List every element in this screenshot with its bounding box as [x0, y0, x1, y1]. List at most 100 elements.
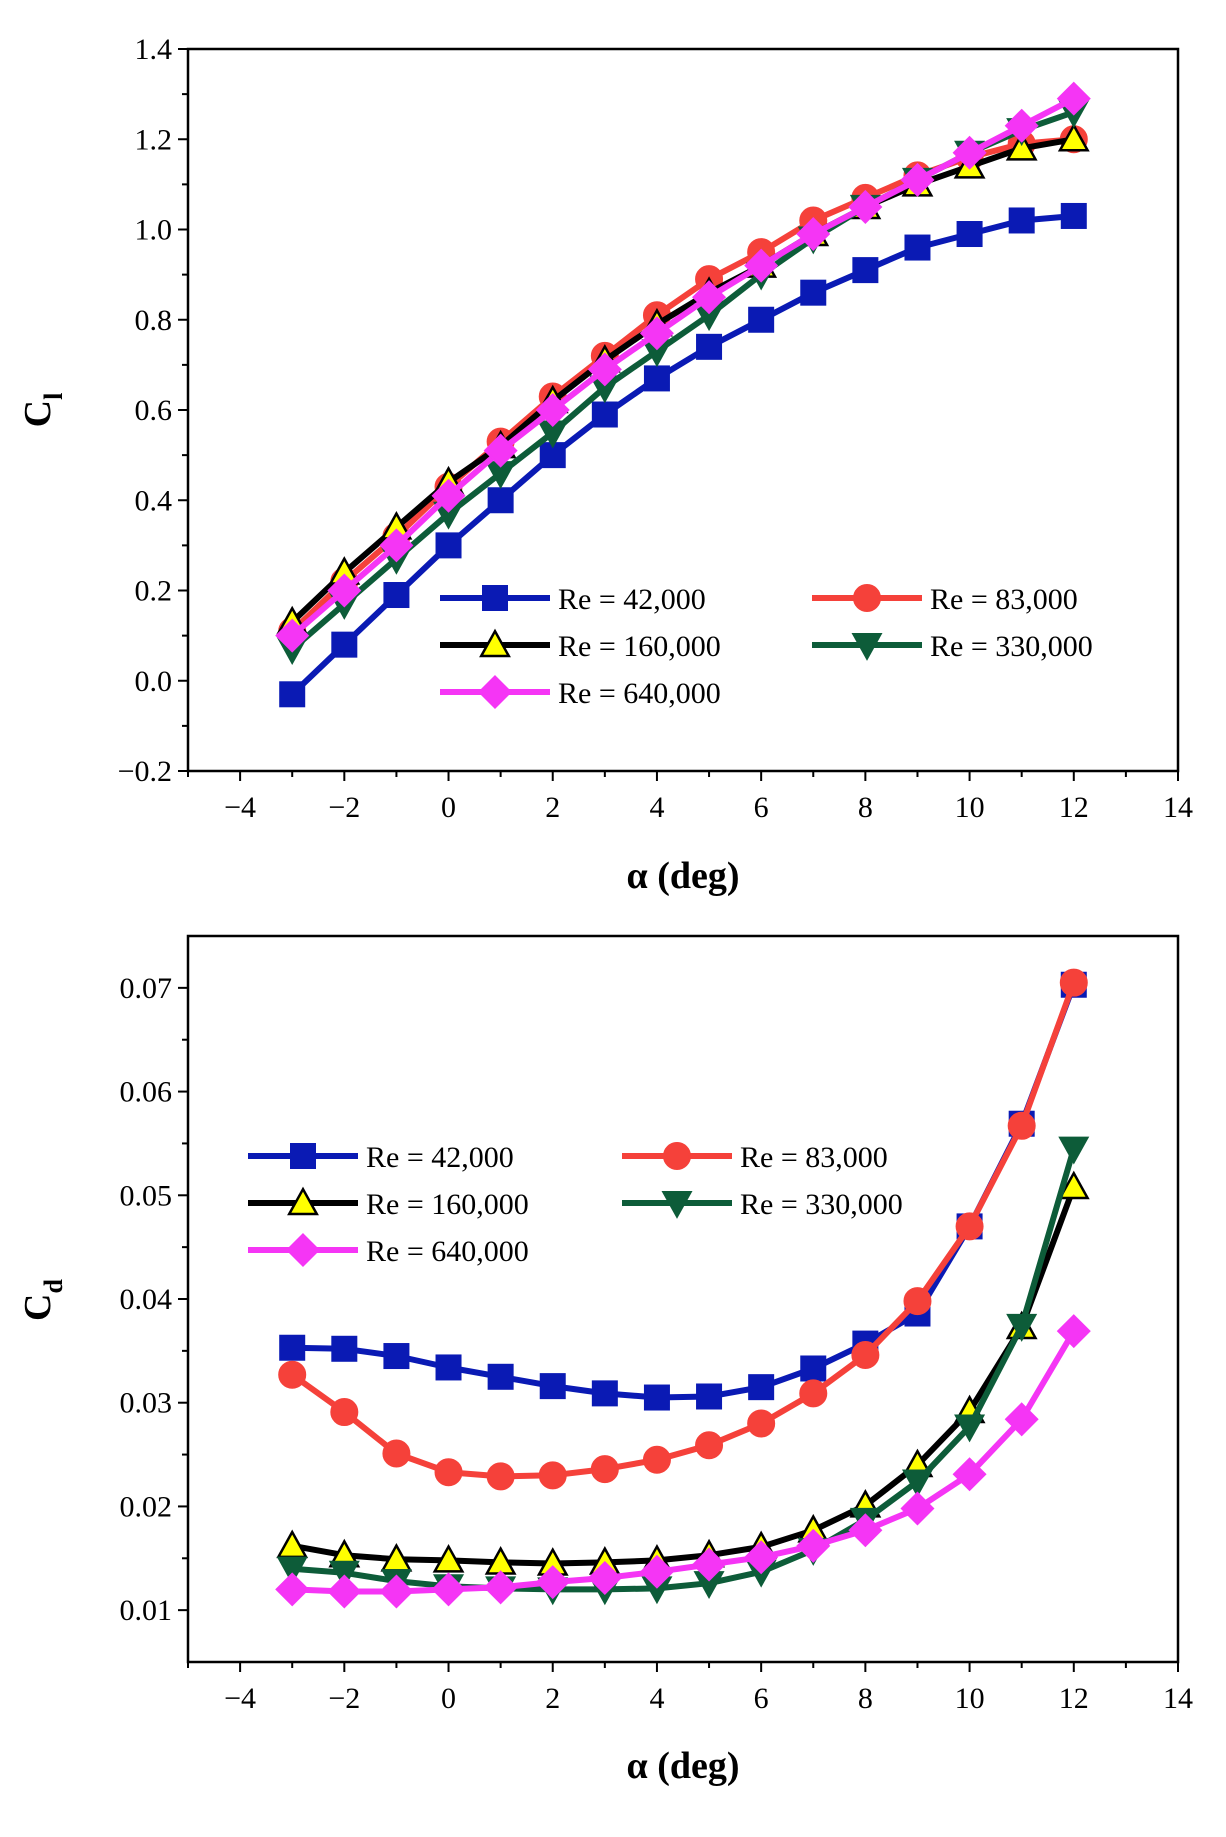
data-point	[587, 352, 622, 387]
x-axis-label: α (deg)	[626, 855, 739, 897]
y-tick-label: 0.8	[135, 304, 173, 337]
legend-marker	[477, 674, 513, 710]
data-point	[382, 1439, 411, 1468]
data-point	[696, 1383, 723, 1410]
data-point	[483, 1570, 518, 1605]
data-point	[796, 1528, 831, 1563]
data-point	[695, 1431, 724, 1460]
y-tick-label: 0.2	[135, 575, 173, 608]
data-point	[591, 1380, 618, 1407]
series-line	[290, 213, 1075, 697]
x-tick-label: 2	[545, 791, 560, 824]
y-tick-label: 0.01	[120, 1594, 173, 1627]
x-tick-label: 2	[545, 1682, 560, 1715]
data-point	[848, 189, 883, 224]
data-point	[383, 582, 410, 609]
y-tick-label: 1.0	[135, 214, 173, 247]
drag-coefficient-chart: −4 −2 0 2 4 6 8 10 12 14 0.01 0.02 0.03 0.04 0.05 0.06 0…	[17, 934, 1193, 1787]
data-point	[591, 401, 618, 428]
data-point	[639, 1554, 674, 1589]
series-line	[292, 983, 1077, 1401]
data-point	[587, 1560, 622, 1596]
legend-marker	[482, 585, 508, 611]
y-tick-label: 0.03	[120, 1387, 173, 1420]
legend-marker	[661, 1190, 693, 1219]
data-point	[434, 1458, 463, 1487]
data-point	[275, 1572, 310, 1607]
y-tick-label: 0.06	[120, 1076, 173, 1109]
data-point	[955, 1212, 984, 1241]
legend-label: Re = 83,000	[740, 1141, 888, 1174]
series-line	[290, 981, 1077, 1480]
data-point	[1004, 1402, 1039, 1437]
data-point	[952, 1457, 987, 1492]
data-point	[432, 1543, 465, 1573]
y-tick-label: 0.05	[120, 1179, 173, 1212]
legend-marker	[290, 1143, 316, 1169]
data-point	[1004, 108, 1039, 143]
x-tick-label: 6	[754, 1682, 769, 1715]
legend-label: Re = 640,000	[366, 1235, 529, 1268]
data-point	[952, 135, 987, 170]
legend-marker	[851, 632, 883, 661]
data-point	[276, 1556, 308, 1585]
x-tick-label: −4	[224, 1682, 256, 1715]
x-tick-label: −2	[328, 1682, 360, 1715]
x-axis-label: α (deg)	[626, 1745, 739, 1787]
data-point	[279, 1334, 306, 1361]
data-point	[431, 478, 466, 513]
data-point	[956, 221, 983, 248]
data-point	[696, 333, 723, 360]
series-line	[291, 1147, 1077, 1593]
data-point	[535, 1565, 570, 1600]
data-point	[851, 1341, 880, 1370]
x-tick-label: 8	[858, 1682, 873, 1715]
legend-marker	[479, 628, 511, 658]
data-point	[1059, 968, 1088, 997]
data-point	[639, 316, 674, 351]
legend-marker	[285, 1232, 321, 1268]
data-point	[1056, 1314, 1091, 1349]
data-point	[330, 1398, 359, 1427]
data-point	[487, 487, 514, 514]
legend-label: Re = 42,000	[558, 583, 706, 616]
y-tick-label: 0.04	[120, 1283, 173, 1316]
series-line	[290, 136, 1075, 625]
y-tick-label: 0.02	[120, 1490, 173, 1523]
legend-label: Re = 330,000	[740, 1188, 903, 1221]
data-point	[692, 280, 727, 315]
legend: Re = 42,000 Re = 83,000 Re = 160,000 Re = 3…	[440, 583, 1093, 710]
data-series	[275, 968, 1091, 1609]
data-point	[275, 618, 310, 653]
x-tick-label: 12	[1059, 1682, 1089, 1715]
series-line	[292, 1329, 1077, 1595]
data-point	[848, 1513, 883, 1548]
data-point	[1056, 81, 1091, 116]
x-tick-label: −2	[328, 791, 360, 824]
x-tick-label: −4	[224, 791, 256, 824]
data-point	[1058, 1136, 1090, 1165]
data-point	[328, 1560, 360, 1589]
legend-label: Re = 83,000	[930, 583, 1078, 616]
data-point	[904, 234, 931, 261]
legend-label: Re = 160,000	[366, 1188, 529, 1221]
data-point	[535, 392, 570, 428]
y-tick-label: −0.2	[118, 755, 172, 788]
data-point	[796, 216, 831, 252]
data-point	[431, 1572, 466, 1607]
data-point	[748, 306, 775, 333]
data-point	[900, 1491, 935, 1526]
data-point	[486, 1462, 515, 1491]
data-point	[744, 248, 779, 283]
y-tick-label: 1.2	[135, 123, 173, 156]
x-tick-label: 6	[754, 791, 769, 824]
data-point	[903, 1287, 932, 1316]
x-tick-label: 14	[1163, 791, 1193, 824]
y-tick-label: 0.0	[135, 665, 173, 698]
data-point	[483, 433, 518, 468]
data-point	[1057, 122, 1090, 152]
data-point	[539, 1373, 566, 1400]
x-tick-label: 8	[858, 791, 873, 824]
data-point	[487, 1363, 514, 1390]
